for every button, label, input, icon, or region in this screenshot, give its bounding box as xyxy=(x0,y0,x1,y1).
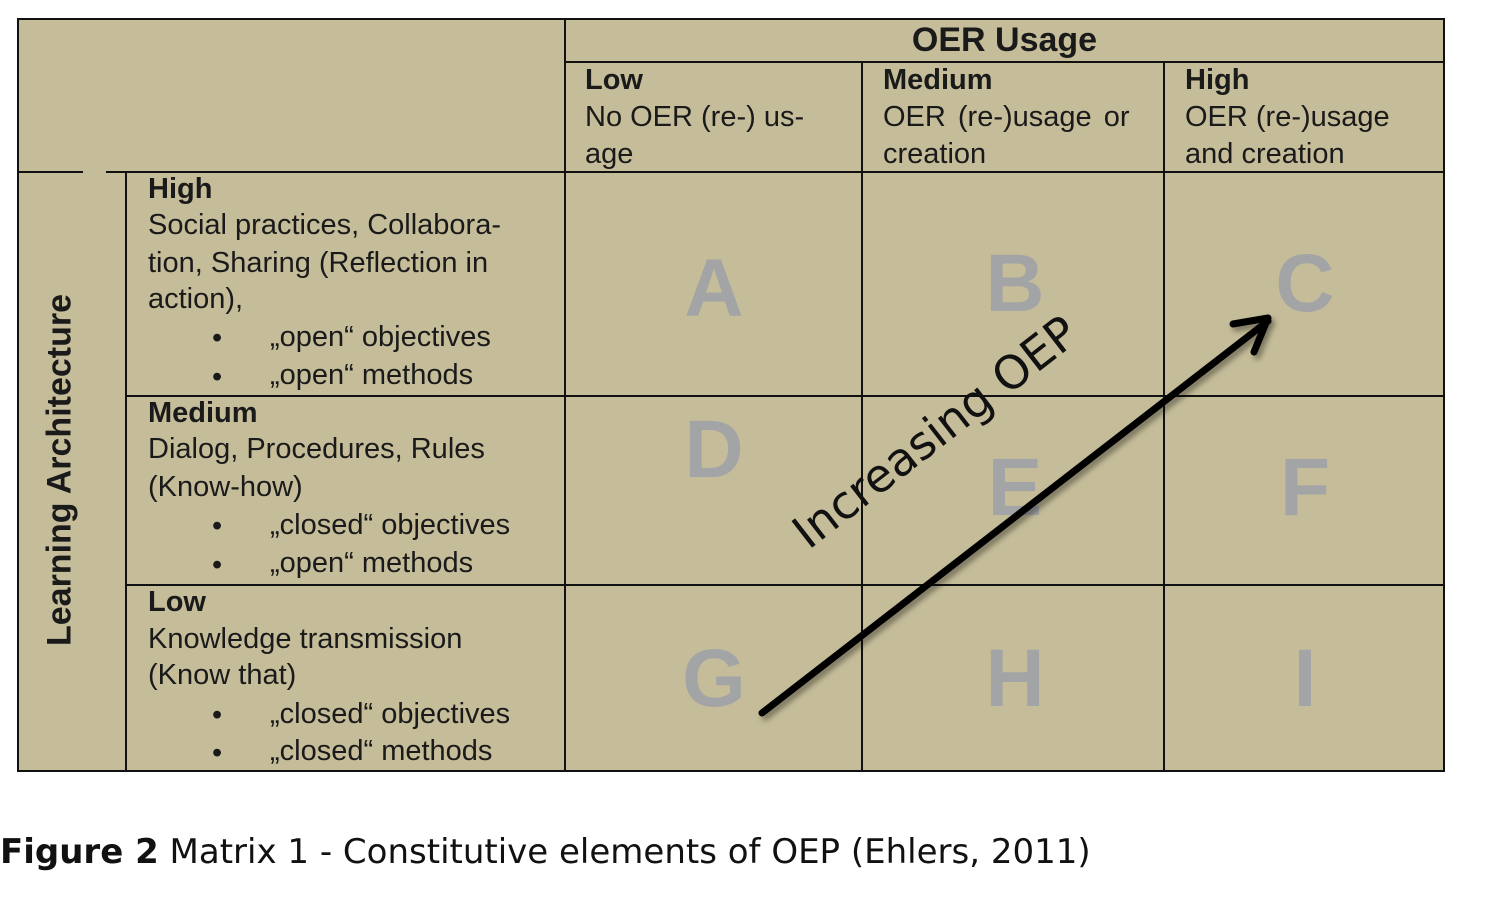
grid-line xyxy=(861,62,863,772)
grid-line xyxy=(106,171,1445,173)
cell-g: G xyxy=(682,633,746,724)
row-level: Medium xyxy=(148,397,258,429)
row-bullet: „open“ objectives xyxy=(270,321,491,353)
row-description: (Know that) xyxy=(148,659,297,691)
row-bullet: „open“ methods xyxy=(270,547,474,579)
row-bullet: „open“ methods xyxy=(270,359,474,391)
column-level: Medium xyxy=(883,64,993,96)
bullet-icon: • xyxy=(212,361,223,393)
column-description: OER (re-)usage or xyxy=(883,101,1130,133)
bullet-icon: • xyxy=(212,699,223,731)
bullet-icon: • xyxy=(212,322,223,354)
column-description: and creation xyxy=(1185,138,1345,170)
row-bullet: „closed“ objectives xyxy=(270,509,511,541)
row-bullet: „closed“ objectives xyxy=(270,698,511,730)
bullet-icon: • xyxy=(212,510,223,542)
cell-f: F xyxy=(1279,442,1331,533)
cell-a: A xyxy=(684,243,744,334)
row-description: Dialog, Procedures, Rules xyxy=(148,433,485,465)
row-description: Social practices, Collabora- xyxy=(148,209,501,241)
column-description: creation xyxy=(883,138,987,170)
row-description: Knowledge transmission xyxy=(148,623,463,655)
bullet-icon: • xyxy=(212,549,223,581)
cell-h: H xyxy=(985,633,1045,724)
column-description: OER (re-)usage xyxy=(1185,101,1390,133)
column-level: Low xyxy=(585,64,643,96)
column-description: No OER (re-) us- xyxy=(585,101,805,133)
grid-line xyxy=(17,171,83,173)
cell-b: B xyxy=(985,238,1045,329)
grid-line xyxy=(564,61,1445,63)
row-level: Low xyxy=(148,586,206,618)
bullet-icon: • xyxy=(212,737,223,769)
figure-caption: Figure 2 Matrix 1 - Constitutive element… xyxy=(0,832,1091,872)
cell-c: C xyxy=(1275,238,1335,329)
row-description: (Know-how) xyxy=(148,471,303,503)
grid-line xyxy=(125,172,127,772)
row-description: tion, Sharing (Reflection in xyxy=(148,247,489,279)
row-description: action), xyxy=(148,283,244,315)
grid-line xyxy=(126,584,1445,586)
column-description: age xyxy=(585,138,634,170)
cell-d: D xyxy=(684,404,744,495)
column-axis-title: OER Usage xyxy=(911,21,1098,59)
grid-line xyxy=(1163,62,1165,772)
row-level: High xyxy=(148,173,213,205)
grid-line xyxy=(126,395,1445,397)
caption-text: Matrix 1 - Constitutive elements of OEP … xyxy=(158,832,1091,872)
caption-label: Figure 2 xyxy=(0,832,159,872)
row-bullet: „closed“ methods xyxy=(270,735,493,767)
column-level: High xyxy=(1185,64,1250,96)
cell-i: I xyxy=(1293,633,1317,724)
